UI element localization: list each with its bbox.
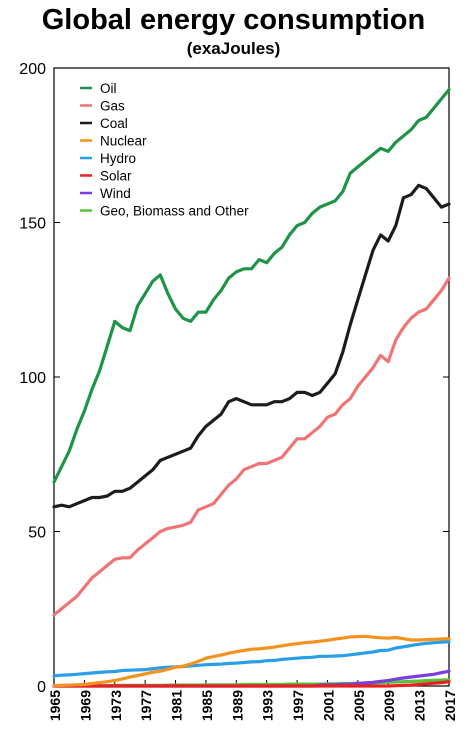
series-line-oil bbox=[52, 87, 451, 484]
x-tick-label: 2017 bbox=[442, 690, 458, 721]
x-tick-label: 2005 bbox=[351, 690, 367, 721]
legend-label: Nuclear bbox=[100, 134, 147, 149]
legend-label: Hydro bbox=[100, 151, 136, 166]
x-tick-label: 1997 bbox=[290, 690, 306, 721]
legend-label: Solar bbox=[100, 169, 132, 184]
y-tick-label: 100 bbox=[19, 370, 46, 387]
x-tick-label: 1973 bbox=[108, 690, 124, 721]
x-tick-label: 1989 bbox=[229, 690, 245, 721]
series-line-solar bbox=[52, 680, 451, 688]
legend-label: Wind bbox=[100, 186, 131, 201]
x-tick-label: 1985 bbox=[199, 690, 215, 721]
chart-title: Global energy consumption bbox=[41, 4, 426, 36]
x-tick-label: 1965 bbox=[47, 690, 63, 721]
y-tick-label: 50 bbox=[28, 525, 46, 542]
series-line-gas bbox=[52, 276, 451, 617]
legend-label: Geo, Biomass and Other bbox=[100, 204, 249, 219]
x-tick-label: 1977 bbox=[138, 690, 154, 721]
y-tick-label: 200 bbox=[19, 61, 46, 78]
legend-label: Coal bbox=[100, 116, 128, 131]
chart-subtitle: (exaJoules) bbox=[186, 39, 281, 58]
x-tick-label: 1969 bbox=[77, 690, 93, 721]
series-line-coal bbox=[52, 183, 451, 509]
x-tick-label: 1981 bbox=[169, 690, 185, 721]
legend-label: Gas bbox=[100, 99, 125, 114]
y-tick-label: 0 bbox=[37, 679, 46, 696]
legend-label: Oil bbox=[100, 81, 117, 96]
series-line-hydro bbox=[52, 640, 451, 678]
x-tick-label: 1993 bbox=[260, 690, 276, 721]
x-tick-label: 2001 bbox=[320, 690, 336, 721]
x-tick-label: 2013 bbox=[412, 690, 428, 721]
x-tick-label: 2009 bbox=[381, 690, 397, 721]
y-tick-label: 150 bbox=[19, 216, 46, 233]
series-line-nuclear bbox=[52, 634, 451, 688]
